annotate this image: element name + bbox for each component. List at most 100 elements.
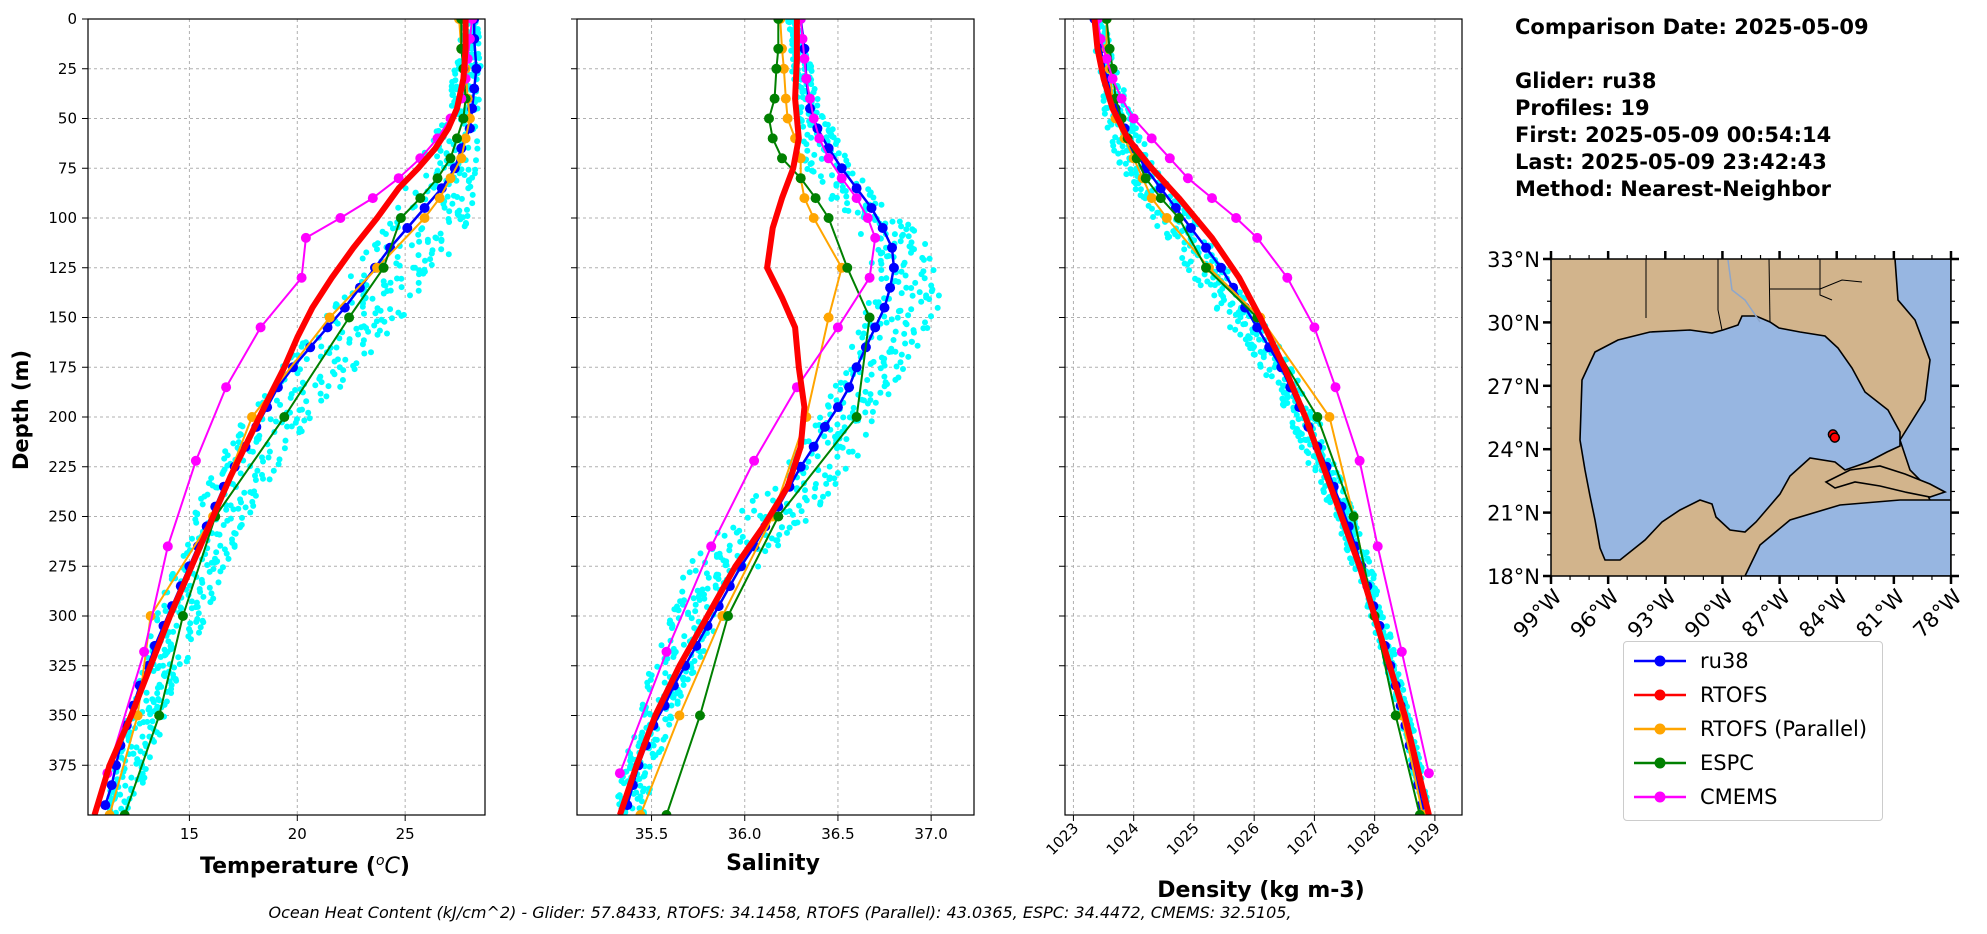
glider-profile-point	[635, 743, 642, 749]
series-point	[1396, 646, 1407, 657]
legend-swatch	[1634, 791, 1686, 803]
glider-profile-point	[1115, 150, 1122, 157]
glider-profile-point	[1101, 106, 1108, 113]
first-profile-time: First: 2025-05-09 00:54:14	[1515, 123, 1832, 147]
series-point	[458, 113, 469, 124]
glider-profile-point	[396, 262, 403, 269]
glider-profile-point	[857, 231, 864, 237]
y-tick-label: 225	[48, 458, 77, 476]
lat-tick-label: 33°N	[1487, 248, 1540, 272]
glider-profile-point	[832, 382, 839, 389]
glider-profile-point	[686, 569, 693, 576]
glider-profile-point	[886, 349, 893, 355]
glider-profile-point	[638, 732, 645, 739]
series-point	[1140, 173, 1151, 184]
glider-profile-point	[1320, 486, 1327, 493]
glider-profile-point	[935, 292, 942, 299]
glider-profile-point	[361, 310, 367, 317]
glider-profile-point	[220, 522, 227, 528]
glider-profile-point	[928, 288, 935, 295]
glider-profile-point	[776, 531, 783, 538]
glider-profile-point	[1116, 159, 1123, 166]
glider-profile-point	[638, 798, 645, 805]
glider-profile-point	[469, 200, 476, 207]
glider-profile-point	[292, 387, 299, 393]
glider-profile-point	[1312, 467, 1319, 474]
series-point	[395, 213, 406, 223]
glider-profile-point	[161, 602, 168, 609]
series-point	[877, 223, 888, 233]
lon-tick-label: 99°W	[1509, 584, 1567, 642]
series-point	[1146, 193, 1157, 204]
glider-profile-point	[1166, 233, 1173, 240]
glider-profile-point	[239, 514, 245, 521]
series-point	[1116, 93, 1127, 104]
glider-profile-point	[644, 679, 651, 686]
glider-profile-point	[365, 328, 372, 335]
glider-profile-point	[768, 535, 775, 542]
glider-profile-point	[819, 178, 826, 185]
glider-profile-point	[457, 216, 464, 223]
glider-profile-point	[142, 740, 149, 747]
series-point	[810, 193, 821, 204]
glider-profile-point	[662, 670, 669, 677]
series-point	[777, 153, 787, 164]
glider-profile-point	[899, 233, 905, 239]
glider-profile-point	[647, 711, 654, 718]
glider-profile-point	[154, 610, 161, 617]
glider-profile-point	[926, 255, 933, 262]
glider-profile-point	[439, 122, 445, 129]
glider-profile-point	[230, 506, 237, 513]
glider-profile-point	[864, 400, 871, 407]
glider-profile-point	[789, 511, 796, 518]
comparison-date: Comparison Date: 2025-05-09	[1515, 15, 1869, 39]
glider-profile-point	[733, 529, 740, 536]
glider-profile-point	[859, 177, 866, 184]
series-point	[842, 262, 853, 273]
glider-profile-point	[416, 238, 423, 245]
x-tick-label: 1029	[1404, 819, 1444, 859]
x-tick-label: 1023	[1043, 819, 1083, 859]
glider-profile-point	[275, 461, 282, 468]
river	[1727, 259, 1761, 323]
glider-profile-point	[428, 261, 435, 268]
glider-profile-point	[1218, 300, 1225, 307]
glider-profile-point	[680, 682, 687, 688]
series-point	[456, 153, 467, 164]
glider-profile-point	[296, 407, 303, 414]
glider-profile-point	[697, 648, 704, 655]
series-point	[885, 282, 896, 293]
glider-profile-point	[909, 292, 916, 299]
glider-profile-point	[408, 242, 415, 249]
glider-profile-point	[849, 344, 856, 350]
glider-profile-point	[193, 618, 200, 625]
glider-profile-point	[650, 754, 657, 761]
glider-profile-point	[387, 279, 394, 286]
series-point	[771, 63, 782, 74]
glider-profile-point	[395, 204, 402, 211]
series-point	[614, 768, 625, 779]
glider-profile-point	[870, 194, 877, 201]
glider-profile-point	[658, 746, 665, 752]
glider-profile-point	[681, 633, 688, 640]
glider-profile-point	[473, 157, 479, 164]
series-point	[797, 33, 808, 44]
series-point	[1216, 262, 1226, 273]
glider-profile-point	[1219, 285, 1226, 292]
glider-profile-point	[294, 370, 301, 377]
glider-profile-point	[254, 467, 261, 474]
series-point	[419, 213, 430, 223]
series-point	[432, 173, 443, 184]
glider-profile-point	[139, 777, 146, 784]
glider-profile-point	[832, 141, 839, 147]
glider-profile-point	[823, 480, 830, 487]
glider-profile-point	[652, 736, 658, 743]
glider-profile-point	[1137, 186, 1144, 193]
glider-profile-point	[1307, 441, 1314, 448]
legend-swatch	[1634, 655, 1686, 667]
series-point	[862, 213, 873, 223]
glider-profile-point	[824, 121, 831, 128]
glider-profile-point	[1135, 137, 1142, 144]
glider-profile-point	[122, 782, 129, 789]
legend-item-cmems: CMEMS	[1632, 780, 1778, 814]
